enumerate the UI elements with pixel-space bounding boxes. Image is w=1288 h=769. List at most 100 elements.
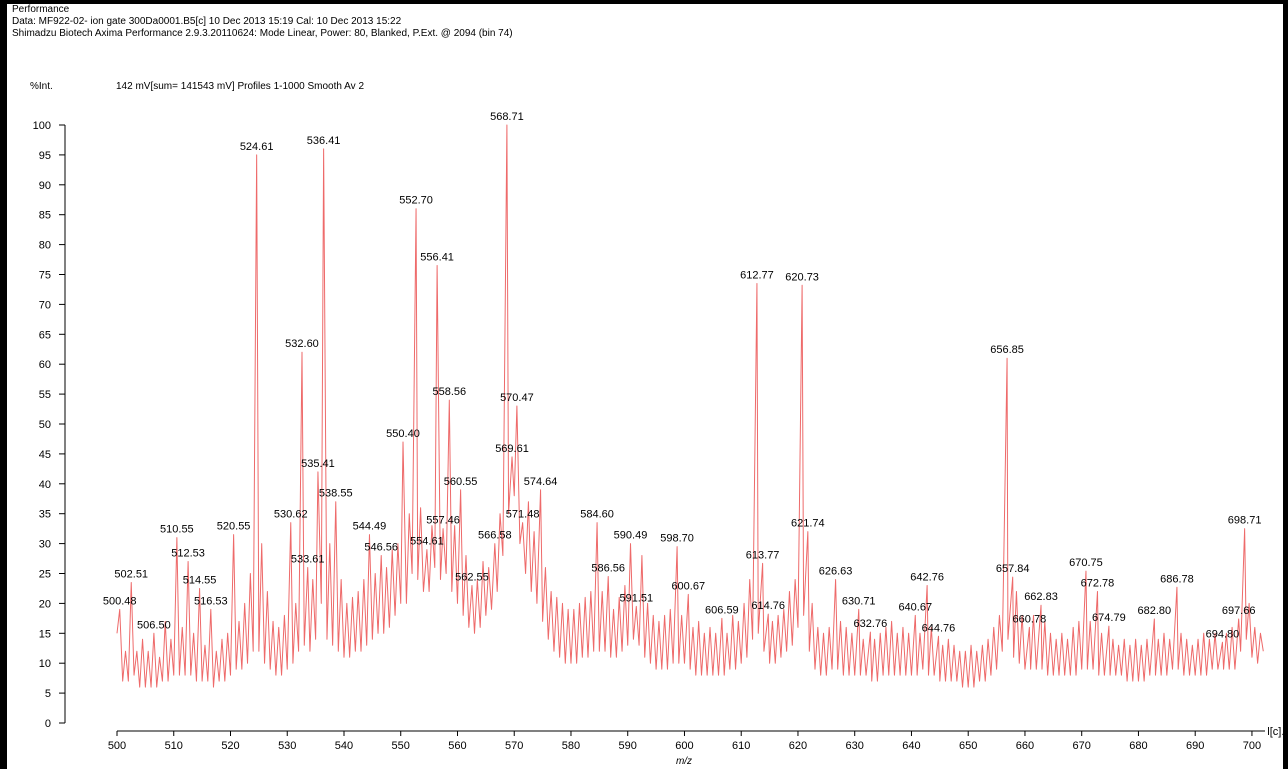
y-tick-label: 85 — [39, 210, 51, 222]
x-axis-label: m/z — [676, 756, 692, 767]
y-tick-label: 45 — [39, 449, 51, 461]
peak-label: 512.53 — [171, 548, 205, 560]
peak-label: 510.55 — [160, 524, 194, 536]
x-tick-label: 630 — [846, 740, 864, 752]
peak-label: 614.76 — [751, 600, 785, 612]
peak-label: 644.76 — [922, 622, 956, 634]
frame-right — [1283, 0, 1288, 769]
peak-label: 586.56 — [591, 562, 625, 574]
peak-label: 632.76 — [854, 618, 888, 630]
peak-label: 544.49 — [353, 521, 387, 533]
peak-label: 566.58 — [478, 530, 512, 542]
peak-label: 552.70 — [399, 195, 433, 207]
series-label: l[c]. — [1267, 726, 1284, 738]
peak-label: 657.84 — [996, 563, 1030, 575]
header-data-line: Data: MF922-02- ion gate 300Da0001.B5[c]… — [12, 16, 402, 27]
chart-subtitle: 142 mV[sum= 141543 mV] Profiles 1-1000 S… — [116, 81, 364, 92]
peak-label: 569.61 — [495, 443, 529, 455]
peak-label: 662.83 — [1024, 591, 1058, 603]
x-tick-label: 570 — [505, 740, 523, 752]
peak-label: 672.78 — [1081, 577, 1115, 589]
peak-label: 562.55 — [455, 571, 489, 583]
x-tick-label: 680 — [1129, 740, 1147, 752]
header-title: Performance — [12, 4, 70, 15]
peak-label: 698.71 — [1228, 515, 1262, 527]
x-tick-label: 610 — [732, 740, 750, 752]
x-tick-label: 500 — [108, 740, 126, 752]
y-tick-label: 35 — [39, 509, 51, 521]
peak-label: 660.78 — [1013, 613, 1047, 625]
peak-label: 560.55 — [444, 476, 478, 488]
peak-label: 535.41 — [301, 458, 335, 470]
peak-label: 598.70 — [660, 533, 694, 545]
peak-label: 532.60 — [285, 338, 319, 350]
x-tick-label: 530 — [278, 740, 296, 752]
x-tick-label: 540 — [335, 740, 353, 752]
frame-left — [0, 0, 7, 769]
peak-label: 571.48 — [506, 509, 540, 521]
peak-label: 524.61 — [240, 141, 274, 153]
y-tick-label: 50 — [39, 419, 51, 431]
peak-label: 533.61 — [291, 554, 325, 566]
frame-top — [0, 0, 1288, 4]
x-tick-label: 600 — [675, 740, 693, 752]
y-tick-label: 25 — [39, 569, 51, 581]
x-tick-label: 660 — [1016, 740, 1034, 752]
peak-label: 656.85 — [990, 344, 1024, 356]
peak-label: 568.71 — [490, 111, 524, 123]
peak-label: 640.67 — [898, 601, 932, 613]
y-tick-label: 40 — [39, 479, 51, 491]
x-tick-label: 590 — [619, 740, 637, 752]
peak-label: 558.56 — [432, 386, 466, 398]
peak-label: 670.75 — [1069, 557, 1103, 569]
spectrum-line — [116, 124, 1264, 688]
y-tick-label: 100 — [33, 120, 51, 132]
peak-label: 516.53 — [194, 595, 228, 607]
peak-label: 546.56 — [364, 542, 398, 554]
peak-label: 502.51 — [114, 568, 148, 580]
x-tick-label: 650 — [959, 740, 977, 752]
peak-label: 686.78 — [1160, 573, 1194, 585]
y-tick-label: 5 — [45, 688, 51, 700]
x-tick-label: 700 — [1243, 740, 1261, 752]
peak-label: 600.67 — [671, 580, 705, 592]
peak-label: 557.46 — [426, 515, 460, 527]
x-tick-label: 510 — [165, 740, 183, 752]
x-tick-label: 670 — [1073, 740, 1091, 752]
peak-label: 626.63 — [819, 565, 853, 577]
peak-label: 630.71 — [842, 595, 876, 607]
y-tick-label: 65 — [39, 329, 51, 341]
peak-label: 554.61 — [410, 536, 444, 548]
peak-label: 697.66 — [1222, 605, 1256, 617]
y-tick-label: 95 — [39, 150, 51, 162]
y-tick-label: 90 — [39, 180, 51, 192]
x-tick-label: 690 — [1186, 740, 1204, 752]
peak-label: 620.73 — [785, 271, 819, 283]
y-tick-label: 80 — [39, 240, 51, 252]
peak-label: 642.76 — [910, 571, 944, 583]
peak-label: 590.49 — [614, 530, 648, 542]
peak-label: 500.48 — [103, 595, 137, 607]
peak-label: 584.60 — [580, 509, 614, 521]
y-tick-label: 0 — [45, 718, 51, 730]
peak-label: 574.64 — [524, 476, 558, 488]
peak-label: 694.80 — [1206, 628, 1240, 640]
peak-label: 682.80 — [1138, 605, 1172, 617]
y-axis-label: %Int. — [30, 81, 53, 92]
peak-label: 556.41 — [420, 252, 454, 264]
x-tick-label: 520 — [221, 740, 239, 752]
header-instrument-line: Shimadzu Biotech Axima Performance 2.9.3… — [12, 28, 513, 39]
x-tick-label: 580 — [562, 740, 580, 752]
x-tick-label: 620 — [789, 740, 807, 752]
plot-area: 0510152025303540455055606570758085909510… — [33, 111, 1285, 752]
peak-label: 536.41 — [307, 135, 341, 147]
peak-label: 530.62 — [274, 509, 308, 521]
peak-label: 674.79 — [1092, 612, 1126, 624]
peak-label: 506.50 — [137, 619, 171, 631]
y-tick-label: 55 — [39, 389, 51, 401]
peak-label: 514.55 — [183, 574, 217, 586]
y-tick-label: 60 — [39, 359, 51, 371]
y-tick-label: 70 — [39, 299, 51, 311]
